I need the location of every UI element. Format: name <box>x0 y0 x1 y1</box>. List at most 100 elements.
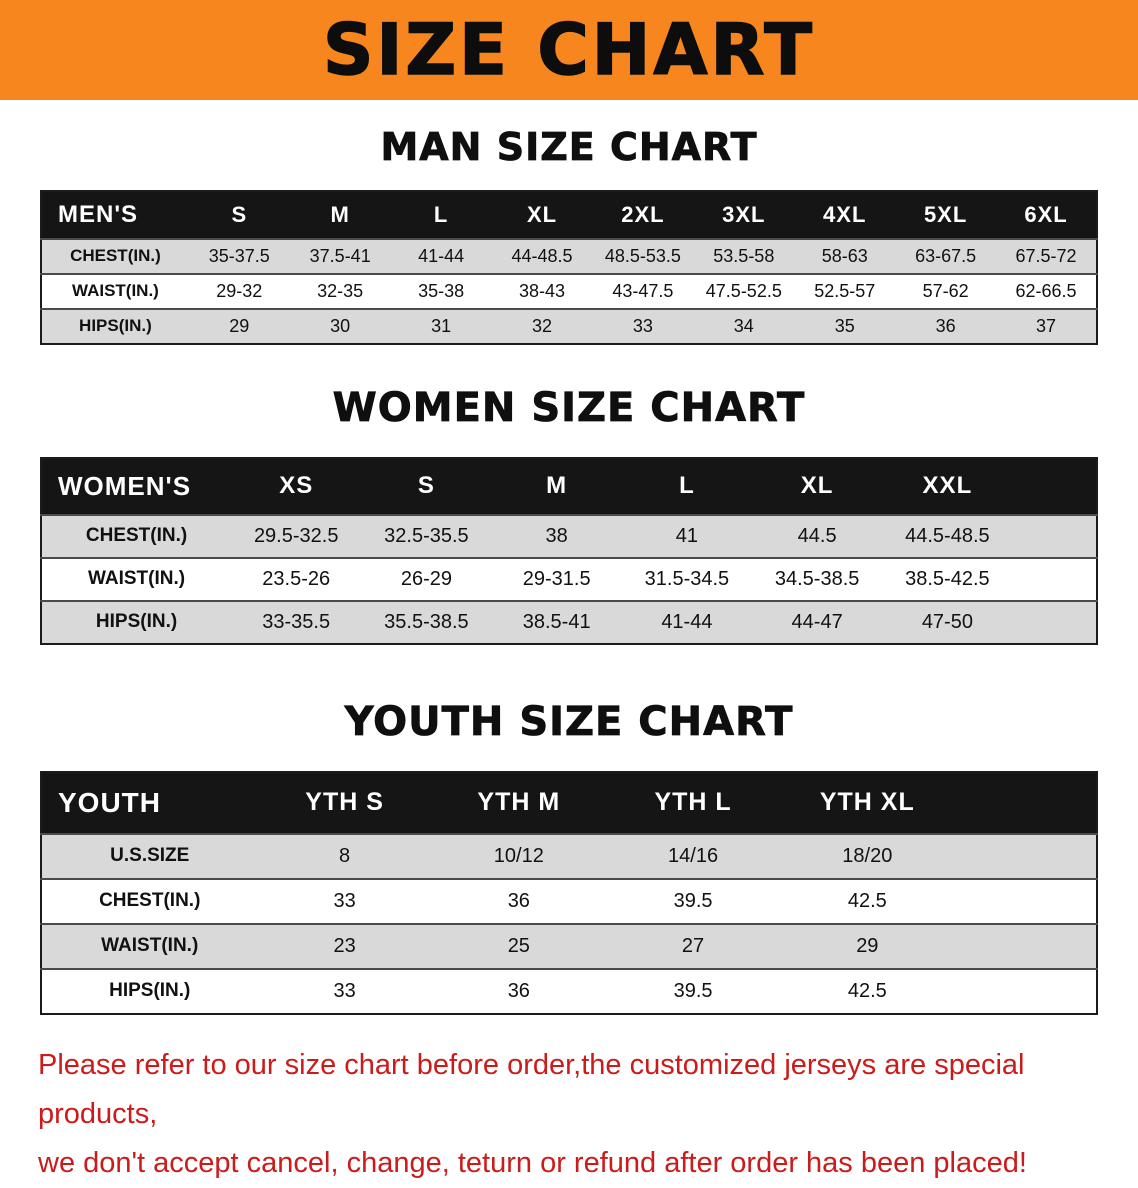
table-row: WAIST(IN.) 23.5-26 26-29 29-31.5 31.5-34.5 34… <box>41 556 1097 601</box>
table-row: CHEST(IN.) 29.5-32.5 32.5-35.5 38 41 44.5 44.5… <box>41 513 1097 558</box>
disclaimer-line-1: Please refer to our size chart before or… <box>38 1048 1025 1130</box>
value-cell: 37 <box>996 307 1097 344</box>
value-cell: 18/20 <box>780 832 955 879</box>
women-size-table: WOMEN'S XS S M L XL XXL CHEST(IN.) 29.5-32.5 32.5… <box>40 456 1098 645</box>
value-cell: 29 <box>780 922 955 969</box>
value-cell: 37.5-41 <box>289 237 391 274</box>
size-header-cell: XL <box>491 190 593 239</box>
size-header-cell: 2XL <box>592 190 694 239</box>
row-label-cell: U.S.SIZE <box>41 832 258 879</box>
row-label-cell: HIPS(IN.) <box>41 307 189 344</box>
men-size-table: MEN'S S M L XL 2XL 3XL 4XL 5XL 6XL CHEST(IN.) 35-37… <box>40 189 1098 345</box>
value-cell: 67.5-72 <box>996 237 1097 274</box>
value-cell: 44.5-48.5 <box>882 513 1013 558</box>
value-cell: 47-50 <box>882 599 1013 644</box>
row-label-cell: WAIST(IN.) <box>41 556 232 601</box>
value-cell: 42.5 <box>780 967 955 1014</box>
row-label-cell: CHEST(IN.) <box>41 877 258 924</box>
value-cell: 39.5 <box>605 877 781 924</box>
value-cell: 29.5-32.5 <box>231 513 362 558</box>
filler-cell <box>1012 599 1097 644</box>
size-header-cell: YTH L <box>605 771 781 834</box>
page-title: SIZE CHART <box>322 9 816 91</box>
value-cell: 36 <box>895 307 997 344</box>
filler-cell <box>954 922 1097 969</box>
value-cell: 25 <box>431 922 606 969</box>
value-cell: 29 <box>188 307 290 344</box>
value-cell: 10/12 <box>431 832 606 879</box>
value-cell: 32 <box>491 307 593 344</box>
value-cell: 32.5-35.5 <box>361 513 492 558</box>
filler-cell <box>1012 556 1097 601</box>
value-cell: 35 <box>794 307 896 344</box>
value-cell: 44-47 <box>752 599 883 644</box>
value-cell: 33 <box>257 967 432 1014</box>
value-cell: 30 <box>289 307 391 344</box>
value-cell: 35-37.5 <box>188 237 290 274</box>
men-section: MAN SIZE CHART MEN'S S M L XL 2XL 3XL 4XL 5XL 6XL… <box>0 125 1138 345</box>
value-cell: 57-62 <box>895 272 997 309</box>
filler-cell <box>954 967 1097 1014</box>
banner: SIZE CHART <box>0 0 1138 100</box>
youth-section: YOUTH SIZE CHART YOUTH YTH S YTH M YTH L YTH… <box>0 698 1138 1015</box>
value-cell: 23 <box>257 922 432 969</box>
row-label-cell: CHEST(IN.) <box>41 513 232 558</box>
value-cell: 29-31.5 <box>491 556 622 601</box>
value-cell: 35-38 <box>390 272 492 309</box>
value-cell: 33-35.5 <box>231 599 362 644</box>
table-title-cell: YOUTH <box>41 771 258 834</box>
value-cell: 35.5-38.5 <box>361 599 492 644</box>
value-cell: 48.5-53.5 <box>592 237 694 274</box>
value-cell: 31 <box>390 307 492 344</box>
value-cell: 62-66.5 <box>996 272 1097 309</box>
value-cell: 39.5 <box>605 967 781 1014</box>
value-cell: 38 <box>491 513 622 558</box>
table-title-cell: MEN'S <box>41 190 189 239</box>
value-cell: 34.5-38.5 <box>752 556 883 601</box>
row-label-cell: WAIST(IN.) <box>41 272 189 309</box>
row-label-cell: HIPS(IN.) <box>41 599 232 644</box>
table-row: HIPS(IN.) 33-35.5 35.5-38.5 38.5-41 41-44 44-… <box>41 599 1097 644</box>
value-cell: 26-29 <box>361 556 492 601</box>
value-cell: 29-32 <box>188 272 290 309</box>
value-cell: 41 <box>621 513 753 558</box>
table-header-row: YOUTH YTH S YTH M YTH L YTH XL <box>41 771 1097 834</box>
size-header-cell: L <box>621 457 753 515</box>
table-row: WAIST(IN.) 23 25 27 29 <box>41 922 1097 969</box>
table-row: CHEST(IN.) 35-37.5 37.5-41 41-44 44-48.5 48.5… <box>41 237 1097 274</box>
value-cell: 47.5-52.5 <box>693 272 795 309</box>
value-cell: 42.5 <box>780 877 955 924</box>
row-label-cell: HIPS(IN.) <box>41 967 258 1014</box>
value-cell: 33 <box>592 307 694 344</box>
table-row: WAIST(IN.) 29-32 32-35 35-38 38-43 43-47.5 47.… <box>41 272 1097 309</box>
table-row: HIPS(IN.) 29 30 31 32 33 34 35 36 37 <box>41 307 1097 344</box>
size-header-cell: S <box>361 457 492 515</box>
men-heading: MAN SIZE CHART <box>380 125 758 169</box>
value-cell: 38.5-42.5 <box>882 556 1013 601</box>
value-cell: 36 <box>431 967 606 1014</box>
value-cell: 27 <box>605 922 781 969</box>
value-cell: 41-44 <box>390 237 492 274</box>
table-row: CHEST(IN.) 33 36 39.5 42.5 <box>41 877 1097 924</box>
table-row: HIPS(IN.) 33 36 39.5 42.5 <box>41 967 1097 1014</box>
youth-heading: YOUTH SIZE CHART <box>344 698 794 745</box>
women-heading: WOMEN SIZE CHART <box>332 384 806 431</box>
value-cell: 38.5-41 <box>491 599 622 644</box>
value-cell: 33 <box>257 877 432 924</box>
value-cell: 58-63 <box>794 237 896 274</box>
value-cell: 52.5-57 <box>794 272 896 309</box>
row-label-cell: CHEST(IN.) <box>41 237 189 274</box>
table-header-row: MEN'S S M L XL 2XL 3XL 4XL 5XL 6XL <box>41 190 1097 239</box>
value-cell: 44-48.5 <box>491 237 593 274</box>
size-header-cell: YTH XL <box>780 771 955 834</box>
value-cell: 32-35 <box>289 272 391 309</box>
size-header-cell: 3XL <box>693 190 795 239</box>
filler-cell <box>1012 513 1097 558</box>
value-cell: 38-43 <box>491 272 593 309</box>
size-header-cell: L <box>390 190 492 239</box>
filler-cell <box>954 832 1097 879</box>
value-cell: 34 <box>693 307 795 344</box>
size-header-cell: XS <box>231 457 362 515</box>
size-header-cell: YTH S <box>257 771 432 834</box>
size-header-cell: M <box>491 457 622 515</box>
